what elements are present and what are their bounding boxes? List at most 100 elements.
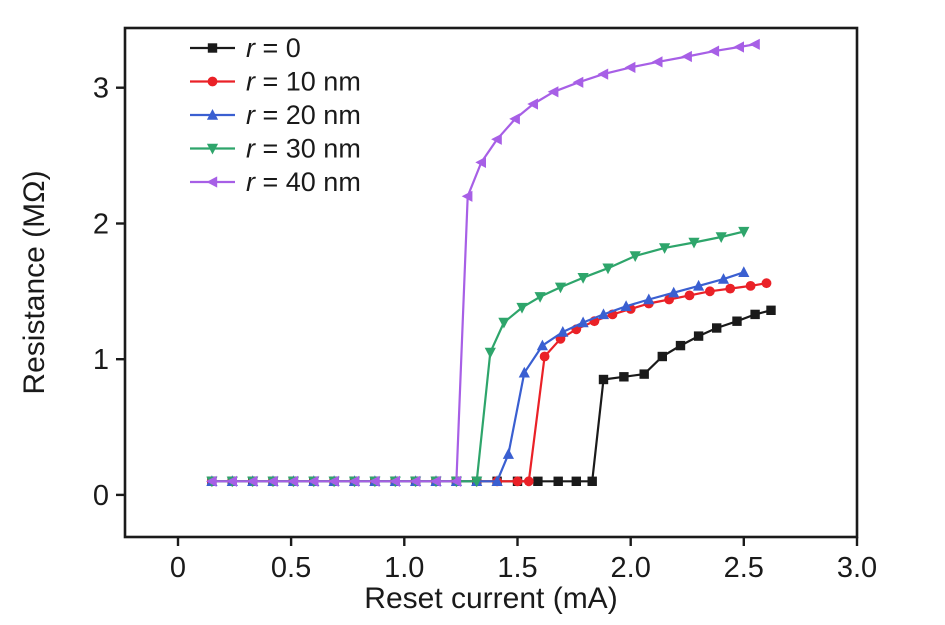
series-3	[206, 226, 750, 488]
square-marker	[587, 476, 597, 486]
circle-marker	[684, 290, 695, 301]
legend-label: r = 10 nm	[246, 67, 361, 97]
triangle-down-marker	[602, 263, 614, 275]
triangle-down-marker	[715, 232, 727, 243]
triangle-left-marker	[624, 61, 636, 73]
x-tick-label: 1.5	[497, 552, 537, 584]
triangle-down-marker	[629, 251, 641, 262]
triangle-up-marker	[518, 366, 530, 378]
triangle-left-marker	[708, 45, 720, 57]
square-marker	[598, 374, 609, 385]
series-4	[205, 38, 760, 487]
triangle-down-marker-legend	[206, 143, 219, 155]
square-marker	[553, 476, 563, 486]
square-marker	[675, 340, 686, 351]
triangle-up-marker-legend	[206, 109, 219, 120]
square-marker	[766, 305, 776, 315]
legend-label: r = 40 nm	[246, 167, 361, 197]
triangle-left-marker	[475, 156, 486, 168]
triangle-left-marker	[430, 475, 441, 487]
circle-marker	[539, 351, 550, 362]
plot-frame	[123, 26, 859, 539]
series-line	[211, 271, 745, 483]
y-tick-label: 0	[93, 480, 109, 512]
triangle-left-marker	[733, 41, 744, 53]
triangle-left-marker	[597, 68, 609, 80]
circle-marker	[705, 286, 715, 297]
triangle-left-marker	[287, 475, 299, 487]
circle-marker	[512, 476, 523, 487]
square-marker	[571, 476, 581, 486]
square-marker-legend	[207, 43, 218, 53]
triangle-left-marker	[389, 475, 400, 487]
triangle-up-marker	[491, 475, 503, 486]
triangle-down-marker	[577, 273, 589, 284]
triangle-left-marker	[651, 56, 663, 68]
triangle-up-marker	[738, 266, 750, 277]
x-tick-label: 2.5	[724, 552, 764, 584]
triangle-left-marker	[267, 475, 278, 487]
legend-item-2: r = 20 nm	[190, 100, 361, 130]
circle-marker	[761, 278, 772, 289]
series-line	[211, 309, 772, 483]
triangle-left-marker-legend	[206, 176, 218, 188]
triangle-left-marker	[409, 475, 421, 487]
circle-marker	[725, 283, 736, 294]
triangle-left-marker	[307, 475, 319, 487]
triangle-up-marker	[620, 300, 632, 311]
triangle-left-marker	[509, 113, 520, 125]
triangle-left-marker	[205, 475, 217, 487]
triangle-down-marker	[738, 226, 750, 238]
legend-item-4: r = 40 nm	[190, 167, 361, 197]
triangle-left-marker	[491, 133, 502, 145]
triangle-left-marker	[572, 76, 584, 88]
triangle-up-marker	[717, 273, 730, 284]
legend-label: r = 20 nm	[246, 100, 361, 130]
triangle-down-marker	[471, 476, 483, 488]
triangle-up-marker	[577, 316, 589, 328]
triangle-up-marker	[693, 279, 705, 291]
triangle-down-marker	[516, 302, 528, 314]
triangle-left-marker	[450, 475, 462, 487]
x-axis-title: Reset current (mA)	[364, 582, 617, 615]
circle-marker-legend	[207, 76, 218, 87]
x-tick-label: 0.5	[271, 552, 311, 584]
square-marker	[732, 316, 742, 326]
y-tick-label: 3	[93, 73, 109, 105]
y-tick-label: 1	[93, 344, 109, 376]
x-tick-label: 0	[170, 552, 186, 584]
square-marker	[657, 351, 667, 362]
triangle-down-marker	[498, 317, 510, 329]
square-marker	[619, 372, 629, 382]
triangle-down-marker	[534, 292, 546, 303]
square-marker	[693, 331, 704, 341]
triangle-left-marker	[226, 475, 237, 487]
triangle-down-marker	[484, 347, 496, 359]
triangle-down-marker	[688, 237, 700, 249]
triangle-left-marker	[681, 50, 692, 63]
triangle-up-marker	[643, 293, 655, 305]
legend-label: r = 0	[246, 33, 301, 63]
square-marker	[712, 323, 722, 333]
y-tick-label: 2	[93, 209, 109, 241]
triangle-left-marker	[246, 475, 258, 487]
triangle-left-marker	[348, 475, 360, 487]
triangle-left-marker	[328, 475, 339, 487]
legend-item-1: r = 10 nm	[190, 67, 361, 97]
x-tick-label: 2.0	[611, 552, 651, 584]
legend-item-0: r = 0	[190, 33, 301, 63]
triangle-up-marker	[536, 339, 548, 351]
triangle-down-marker	[659, 243, 671, 254]
y-axis-title: Resistance (MΩ)	[18, 170, 51, 394]
triangle-left-marker	[527, 98, 538, 110]
x-tick-label: 1.0	[384, 552, 424, 584]
legend-label: r = 30 nm	[246, 134, 361, 164]
circle-marker	[745, 281, 756, 291]
legend-item-3: r = 30 nm	[190, 134, 361, 164]
square-marker	[750, 309, 760, 320]
triangle-left-marker	[749, 38, 760, 50]
triangle-left-marker	[547, 86, 559, 98]
triangle-up-marker	[597, 308, 610, 320]
circle-marker	[523, 476, 534, 487]
